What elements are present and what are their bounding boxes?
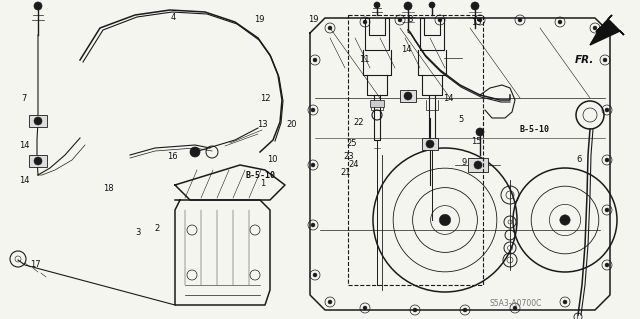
Text: 10: 10 xyxy=(267,155,277,164)
Text: 9: 9 xyxy=(461,158,467,167)
Text: 11: 11 xyxy=(360,55,370,63)
Polygon shape xyxy=(590,15,624,45)
Text: 19: 19 xyxy=(308,15,319,24)
Text: 14: 14 xyxy=(19,176,29,185)
Text: 5: 5 xyxy=(458,115,463,124)
Circle shape xyxy=(439,214,451,226)
Bar xyxy=(370,100,384,107)
Text: 15: 15 xyxy=(472,137,482,146)
Bar xyxy=(468,158,488,172)
Circle shape xyxy=(476,128,484,136)
Text: 8: 8 xyxy=(407,15,412,24)
Text: 1: 1 xyxy=(260,179,265,188)
Circle shape xyxy=(438,18,442,22)
Circle shape xyxy=(563,300,567,304)
Circle shape xyxy=(311,223,315,227)
Text: 22: 22 xyxy=(353,118,364,127)
Text: 6: 6 xyxy=(577,155,582,164)
Text: 4: 4 xyxy=(170,13,175,22)
Text: 14: 14 xyxy=(19,141,29,150)
Circle shape xyxy=(34,157,42,165)
Text: 25: 25 xyxy=(347,139,357,148)
Circle shape xyxy=(558,20,562,24)
Circle shape xyxy=(328,26,332,30)
Text: 23: 23 xyxy=(344,152,354,161)
Circle shape xyxy=(605,263,609,267)
Circle shape xyxy=(605,158,609,162)
Text: 3: 3 xyxy=(135,228,140,237)
Bar xyxy=(422,138,438,150)
Text: 2: 2 xyxy=(154,224,159,233)
Text: 15: 15 xyxy=(472,18,482,27)
Circle shape xyxy=(190,147,200,157)
Circle shape xyxy=(34,2,42,10)
Circle shape xyxy=(404,92,412,100)
Circle shape xyxy=(605,108,609,112)
Text: 20: 20 xyxy=(286,120,296,129)
Text: 19: 19 xyxy=(254,15,264,24)
Text: 17: 17 xyxy=(30,260,40,269)
Circle shape xyxy=(518,18,522,22)
Text: 14: 14 xyxy=(401,45,412,54)
Text: B-5-10: B-5-10 xyxy=(520,125,550,135)
Circle shape xyxy=(311,108,315,112)
Text: 12: 12 xyxy=(260,94,271,103)
Text: 14: 14 xyxy=(443,94,453,103)
Circle shape xyxy=(374,2,380,8)
Text: 16: 16 xyxy=(168,152,178,161)
Circle shape xyxy=(429,2,435,8)
Circle shape xyxy=(34,117,42,125)
Circle shape xyxy=(474,161,482,169)
Text: 21: 21 xyxy=(340,168,351,177)
Circle shape xyxy=(478,18,482,22)
Bar xyxy=(29,155,47,167)
Circle shape xyxy=(593,26,597,30)
Circle shape xyxy=(513,306,517,310)
Bar xyxy=(29,115,47,127)
Circle shape xyxy=(313,58,317,62)
Text: B-5-10: B-5-10 xyxy=(245,170,275,180)
Text: 13: 13 xyxy=(257,120,268,129)
Circle shape xyxy=(363,306,367,310)
Circle shape xyxy=(311,163,315,167)
Circle shape xyxy=(413,308,417,312)
Text: FR.: FR. xyxy=(575,55,595,65)
Circle shape xyxy=(426,140,434,148)
Bar xyxy=(348,15,483,285)
Bar xyxy=(400,90,416,102)
Text: 24: 24 xyxy=(348,160,358,169)
Circle shape xyxy=(471,2,479,10)
Circle shape xyxy=(313,273,317,277)
Text: 7: 7 xyxy=(22,94,27,103)
Circle shape xyxy=(398,18,402,22)
Circle shape xyxy=(328,300,332,304)
Text: 18: 18 xyxy=(104,184,114,193)
Circle shape xyxy=(463,308,467,312)
Circle shape xyxy=(560,215,570,225)
Circle shape xyxy=(363,20,367,24)
Text: S5A3-A0700C: S5A3-A0700C xyxy=(490,299,542,308)
Circle shape xyxy=(404,2,412,10)
Circle shape xyxy=(605,208,609,212)
Circle shape xyxy=(603,58,607,62)
